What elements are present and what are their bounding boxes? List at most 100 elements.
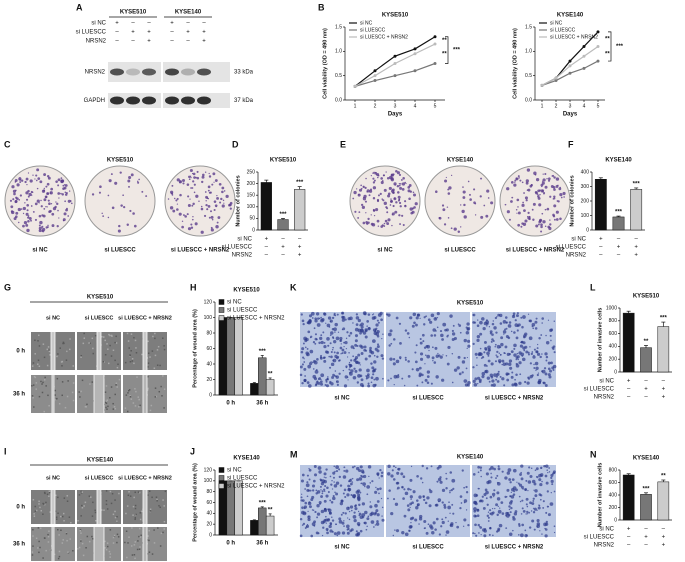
invading-cell — [545, 481, 549, 485]
invading-cell — [392, 498, 396, 501]
texture — [105, 503, 108, 506]
colony — [119, 171, 122, 174]
invading-cell — [373, 360, 377, 364]
data-point — [582, 66, 586, 70]
invading-cell — [339, 346, 343, 350]
texture — [104, 547, 106, 549]
invading-cell — [320, 316, 322, 319]
invading-cell — [346, 331, 349, 334]
x-axis-label: Days — [388, 112, 403, 118]
panel-letter: E — [340, 139, 346, 149]
colony — [552, 185, 556, 189]
invading-cell — [408, 529, 411, 532]
legend-label: si LUESCC + NRSN2 — [360, 34, 408, 40]
panel-letter: I — [4, 446, 7, 456]
invading-cell — [334, 370, 337, 372]
colony — [541, 185, 543, 188]
y-tick-label: 40 — [206, 361, 212, 367]
invading-cell — [338, 359, 341, 362]
invading-cell — [473, 382, 478, 387]
invading-cell — [492, 534, 494, 537]
texture — [44, 376, 46, 379]
texture — [159, 506, 161, 509]
texture — [80, 390, 82, 393]
invading-cell — [416, 499, 419, 502]
colony — [542, 178, 546, 182]
y-tick-label: 800 — [609, 467, 618, 473]
invading-cell — [424, 501, 428, 505]
y-tick-label: 200 — [609, 357, 618, 363]
invading-cell — [345, 337, 348, 340]
texture — [128, 347, 130, 349]
colony — [380, 177, 383, 180]
colony — [462, 186, 464, 188]
y-axis-label: Number of colonies — [569, 175, 575, 226]
invading-cell — [541, 533, 543, 535]
invading-cell — [343, 525, 345, 527]
invading-cell — [459, 507, 462, 510]
condition-sign: – — [265, 245, 269, 251]
invading-cell — [533, 363, 535, 366]
texture — [127, 494, 130, 497]
colony — [186, 213, 189, 216]
colony — [41, 227, 46, 232]
texture — [38, 334, 40, 337]
invading-cell — [441, 501, 444, 504]
invading-cell — [496, 491, 500, 495]
y-tick-label: 0 — [614, 369, 617, 375]
texture — [149, 356, 151, 358]
texture — [161, 395, 163, 397]
texture — [94, 511, 97, 514]
invading-cell — [452, 487, 455, 490]
y-tick-label: 120 — [204, 467, 213, 473]
invading-cell — [394, 529, 396, 531]
invading-cell — [431, 531, 435, 535]
texture — [59, 347, 61, 349]
invading-cell — [349, 529, 353, 533]
panel-letter: D — [232, 139, 239, 149]
texture — [37, 527, 40, 529]
colony — [216, 221, 219, 224]
invading-cell — [512, 517, 516, 521]
invading-cell — [328, 524, 332, 529]
image-label: si LUESCC + NRSN2 — [485, 545, 544, 551]
invading-cell — [300, 350, 304, 354]
invading-cell — [381, 506, 384, 509]
invading-cell — [479, 347, 482, 350]
colony — [39, 180, 43, 184]
colony — [474, 202, 477, 205]
texture — [55, 516, 58, 518]
texture — [46, 364, 49, 367]
invading-cell — [353, 511, 356, 514]
invading-cell — [450, 488, 453, 492]
invading-cell — [515, 358, 518, 361]
colony — [193, 176, 196, 179]
texture — [114, 510, 116, 513]
colony — [70, 202, 73, 205]
texture — [129, 495, 132, 497]
texture — [132, 505, 135, 508]
colony — [198, 200, 200, 202]
invading-cell — [388, 489, 391, 492]
colony — [52, 206, 57, 211]
texture — [66, 395, 69, 398]
invading-cell — [332, 494, 335, 498]
invading-cell — [519, 500, 522, 503]
colony — [518, 177, 520, 179]
x-tick-label: 2 — [374, 103, 377, 109]
colony — [18, 199, 21, 201]
invading-cell — [491, 492, 496, 497]
colony — [372, 186, 377, 190]
invading-cell — [530, 467, 533, 470]
texture — [148, 551, 151, 553]
texture — [80, 490, 83, 493]
invading-cell — [441, 378, 445, 382]
invading-cell — [333, 465, 336, 468]
invading-cell — [380, 354, 384, 358]
invading-cell — [504, 495, 507, 499]
y-tick-label: 200 — [581, 198, 590, 204]
colony — [46, 192, 49, 195]
invading-cell — [326, 486, 329, 490]
texture — [148, 529, 150, 532]
colony — [107, 216, 110, 219]
